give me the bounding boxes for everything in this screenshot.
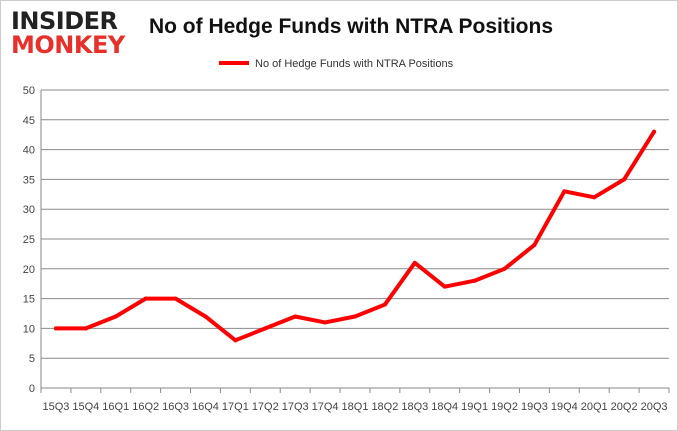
- x-tick-label: 16Q3: [162, 401, 189, 413]
- data-point: [442, 284, 447, 289]
- y-tick-label: 50: [23, 85, 35, 97]
- y-tick-label: 40: [23, 145, 35, 157]
- x-tick-label: 20Q2: [611, 401, 638, 413]
- legend-label: No of Hedge Funds with NTRA Positions: [255, 58, 454, 70]
- data-point: [353, 314, 357, 319]
- x-tick-label: 18Q4: [431, 401, 458, 413]
- logo-line2: MONKEY: [11, 31, 125, 59]
- data-point: [622, 177, 627, 182]
- data-point: [502, 266, 507, 271]
- insider-monkey-logo: INSIDER MONKEY: [11, 9, 125, 57]
- x-tick-label: 18Q3: [401, 401, 428, 413]
- x-tick-label: 19Q3: [521, 401, 548, 413]
- y-tick-label: 20: [23, 264, 35, 276]
- data-point: [173, 296, 178, 301]
- x-tick-label: 16Q1: [102, 401, 129, 413]
- data-point: [382, 302, 387, 307]
- y-tick-label: 30: [23, 204, 35, 216]
- data-point: [652, 129, 657, 134]
- x-tick-label: 18Q1: [342, 401, 369, 413]
- y-tick-label: 45: [23, 115, 35, 127]
- data-point: [472, 278, 477, 283]
- data-point: [203, 314, 208, 319]
- x-tick-label: 19Q4: [551, 401, 578, 413]
- y-tick-label: 5: [29, 353, 35, 365]
- y-tick-label: 35: [23, 174, 35, 186]
- series-line: [53, 129, 657, 343]
- data-point: [233, 338, 238, 343]
- data-point: [562, 189, 567, 194]
- data-point: [323, 320, 328, 325]
- x-tick-label: 17Q1: [222, 401, 249, 413]
- x-tick-label: 15Q3: [42, 401, 69, 413]
- data-point: [113, 314, 118, 319]
- y-tick-label: 0: [29, 383, 35, 395]
- chart-title: No of Hedge Funds with NTRA Positions: [148, 15, 554, 38]
- data-point: [532, 242, 537, 247]
- x-tick-label: 16Q2: [132, 401, 159, 413]
- x-tick-label: 15Q4: [72, 401, 99, 413]
- data-point: [53, 326, 58, 331]
- data-point: [293, 314, 298, 319]
- x-tick-label: 19Q2: [491, 401, 518, 413]
- data-point: [592, 195, 597, 200]
- y-tick-label: 25: [23, 234, 35, 246]
- x-tick-label: 17Q4: [312, 401, 339, 413]
- data-point: [412, 260, 417, 265]
- y-tick-label: 10: [23, 323, 35, 335]
- y-tick-label: 15: [23, 294, 35, 306]
- data-point: [83, 326, 88, 331]
- x-tick-label: 17Q3: [282, 401, 309, 413]
- logo-line1: INSIDER: [11, 7, 118, 35]
- x-tick-label: 20Q1: [581, 401, 608, 413]
- x-tick-label: 20Q3: [641, 401, 668, 413]
- data-point: [143, 296, 148, 301]
- x-tick-label: 18Q2: [371, 401, 398, 413]
- data-point: [263, 326, 268, 331]
- x-tick-label: 19Q1: [461, 401, 488, 413]
- x-tick-label: 16Q4: [192, 401, 219, 413]
- x-tick-label: 17Q2: [252, 401, 279, 413]
